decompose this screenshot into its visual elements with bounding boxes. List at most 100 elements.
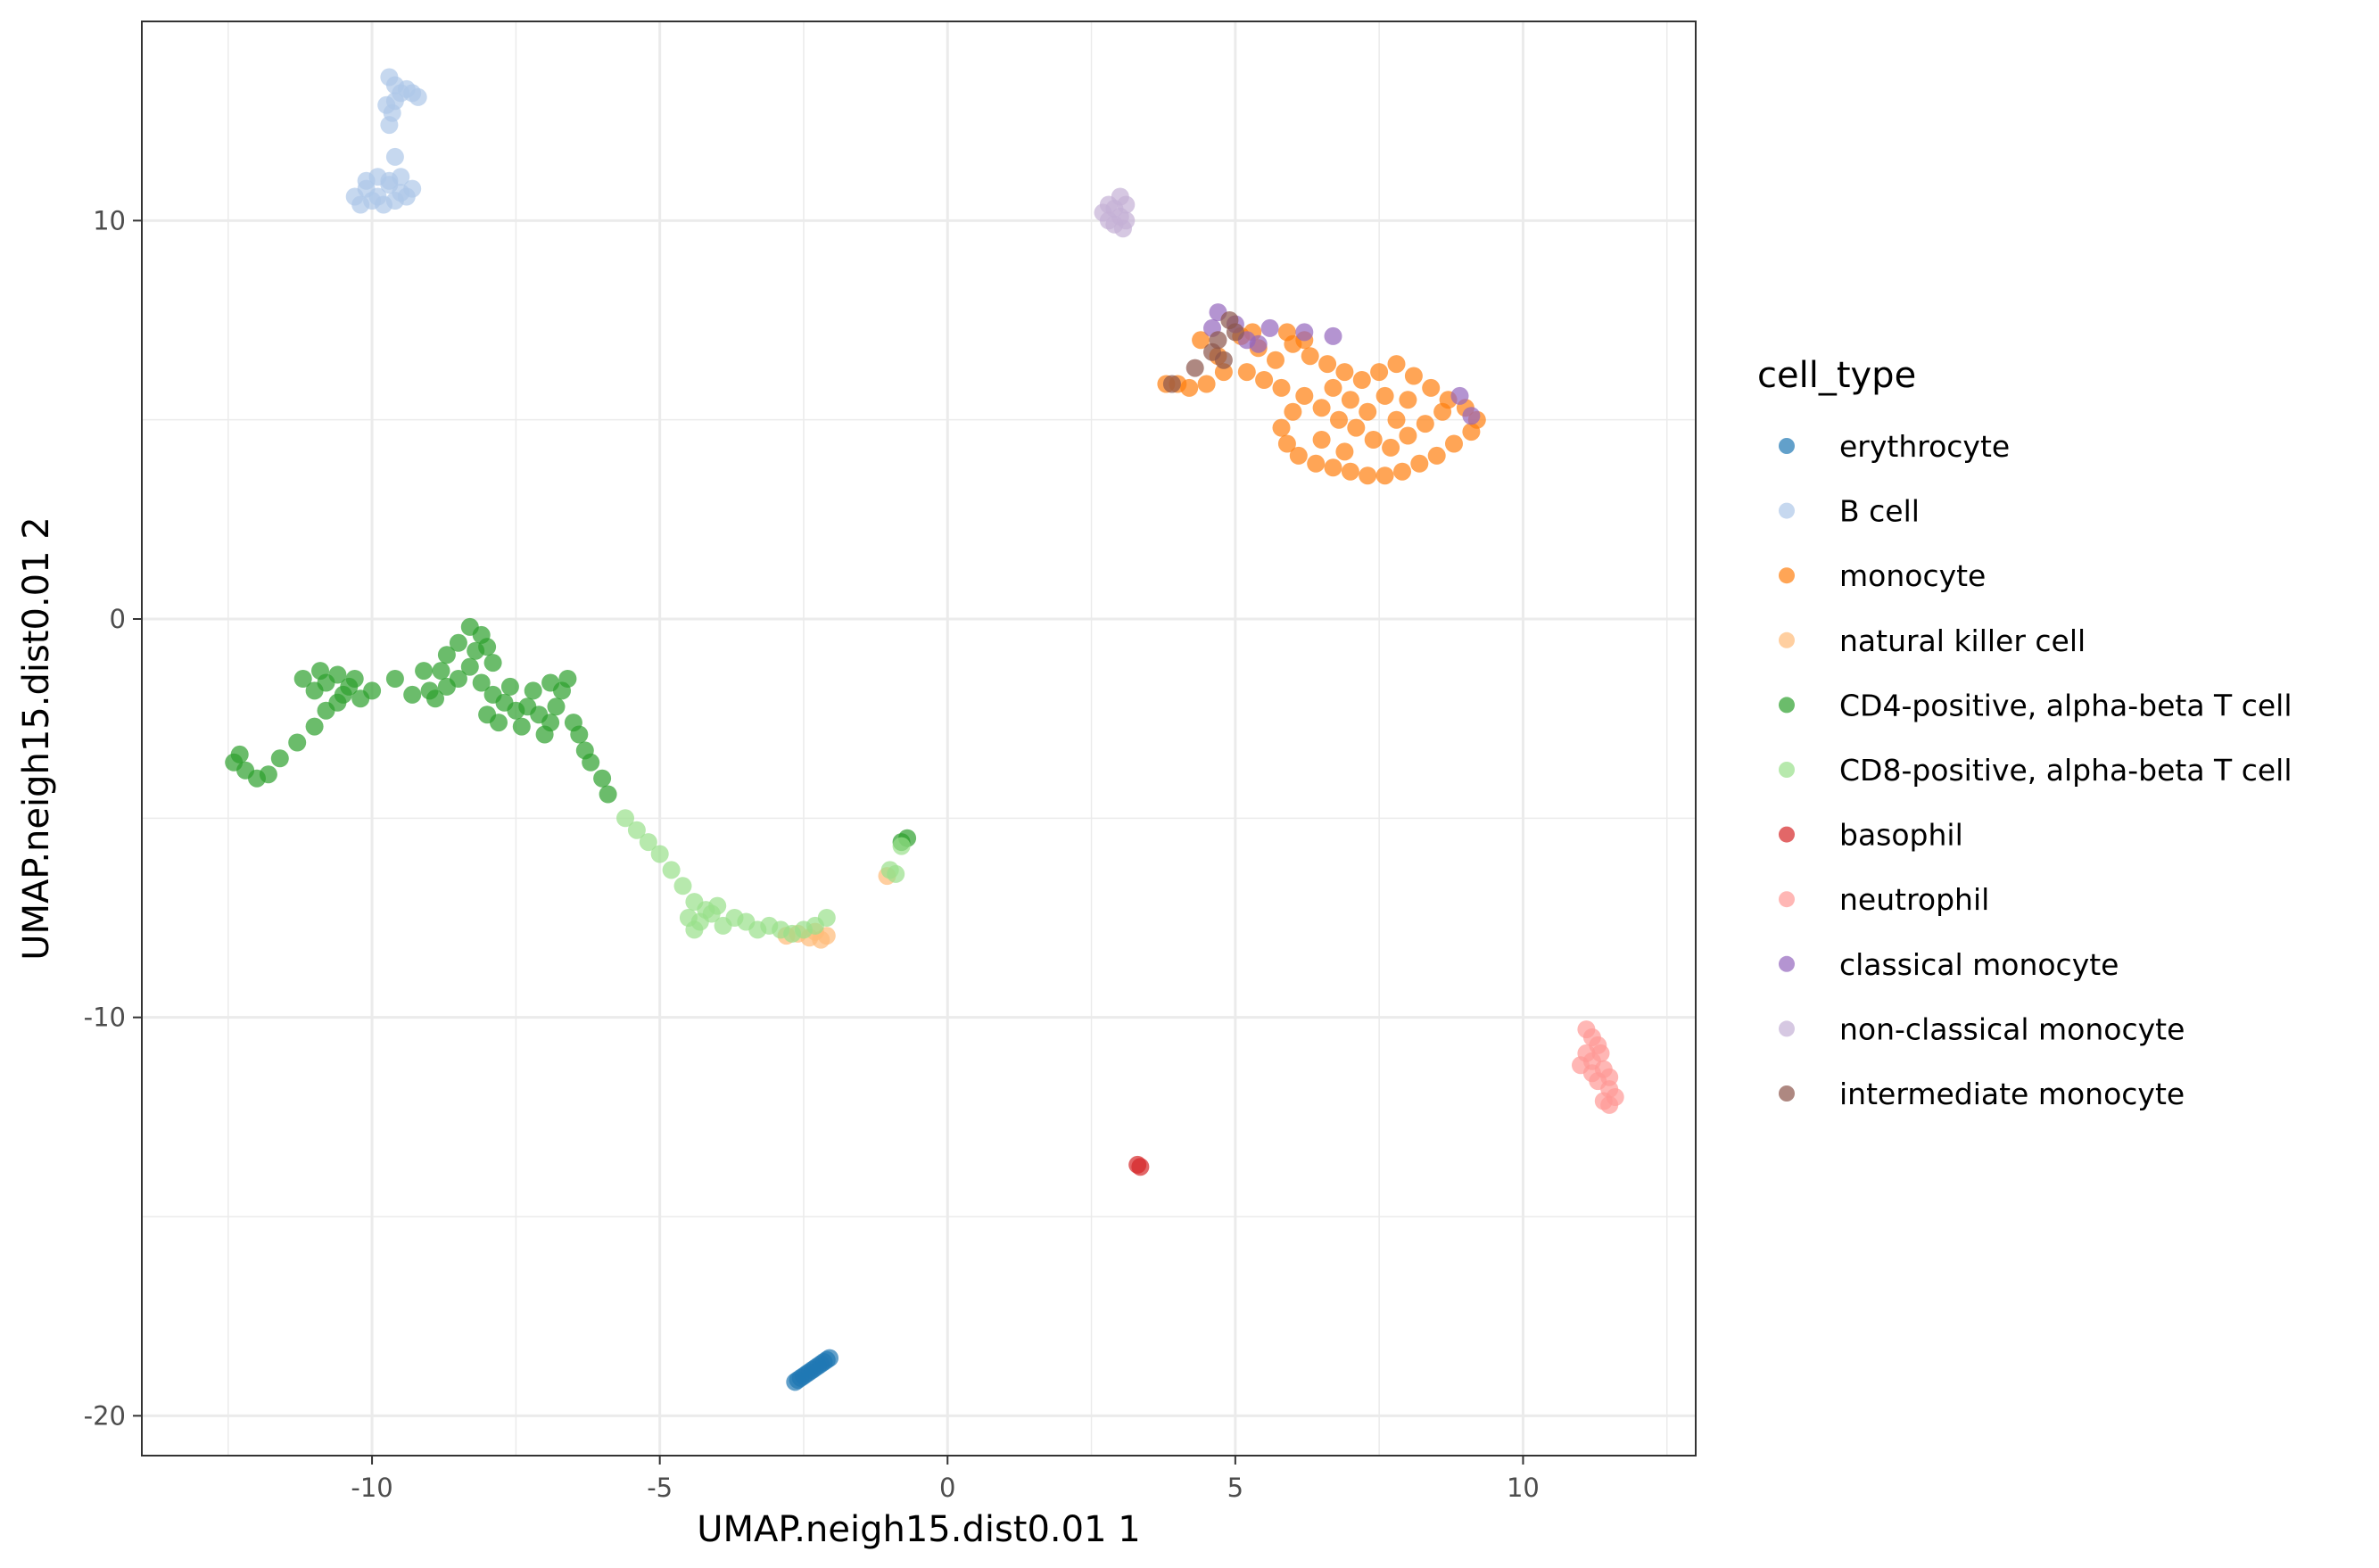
legend-label: erythrocyte [1839, 429, 2010, 464]
scatter-point [627, 821, 646, 839]
scatter-point [1260, 318, 1279, 337]
legend-item: erythrocyte [1779, 429, 2010, 464]
y-tick-label: -10 [84, 1003, 126, 1033]
scatter-point [1131, 1158, 1150, 1176]
scatter-point [1335, 363, 1354, 382]
legend-item: monocyte [1779, 558, 1986, 593]
scatter-point [685, 920, 704, 939]
legend-label: B cell [1839, 494, 1920, 529]
series-cd4-positive-alpha-beta-t-cell [225, 617, 917, 852]
series-basophil [1128, 1155, 1150, 1176]
legend-title: cell_type [1757, 355, 1916, 396]
scatter-point [1445, 434, 1463, 453]
scatter-point [1185, 359, 1204, 377]
y-tick-label: 0 [110, 604, 126, 634]
scatter-point [293, 670, 312, 688]
scatter-point [392, 168, 410, 186]
scatter-point [490, 714, 508, 732]
x-tick-label: 0 [939, 1473, 955, 1503]
scatter-point [1375, 386, 1394, 405]
legend-key [1779, 697, 1795, 714]
scatter-point [558, 670, 577, 688]
scatter-point [1399, 391, 1417, 409]
scatter-point [535, 725, 554, 744]
scatter-point [1382, 438, 1400, 457]
scatter-point [570, 725, 589, 744]
legend-item: B cell [1779, 494, 1920, 529]
scatter-point [1399, 426, 1417, 445]
scatter-point [593, 769, 612, 788]
legend-item: neutrophil [1779, 882, 1989, 917]
scatter-point [880, 861, 899, 879]
scatter-point [1324, 326, 1342, 345]
scatter-point [1364, 431, 1383, 449]
scatter-point [1267, 351, 1284, 369]
scatter-point [1162, 375, 1181, 393]
scatter-point [1393, 462, 1411, 481]
scatter-point [317, 673, 335, 692]
scatter-point [1422, 378, 1441, 397]
scatter-point [582, 753, 600, 772]
scatter-point [432, 662, 450, 681]
scatter-point [541, 673, 560, 692]
scatter-point [1427, 446, 1446, 465]
x-tick-label: -5 [647, 1473, 673, 1503]
scatter-point [1370, 363, 1389, 382]
scatter-point [1433, 402, 1452, 421]
scatter-point [483, 654, 502, 673]
scatter-point [1307, 454, 1326, 473]
scatter-point [288, 733, 307, 752]
legend-key [1779, 631, 1795, 648]
scatter-point [1462, 407, 1481, 425]
axis-ticks: -10 -5 0 5 10 -20 -10 0 10 [84, 205, 1540, 1503]
legend-key [1779, 826, 1795, 843]
legend-label: non-classical monocyte [1839, 1011, 2185, 1046]
legend-item: basophil [1779, 818, 1963, 853]
scatter-point [512, 717, 531, 736]
scatter-point [1277, 434, 1296, 453]
scatter-point [259, 765, 277, 784]
scatter-point [1341, 462, 1359, 481]
scatter-point [817, 909, 836, 927]
scatter-point [1272, 418, 1291, 437]
scatter-point [377, 95, 396, 114]
scatter-point [1359, 402, 1377, 421]
scatter-point [1375, 466, 1394, 485]
scatter-point [1272, 378, 1291, 397]
scatter-point [1214, 351, 1233, 369]
scatter-point [334, 685, 352, 704]
scatter-point [478, 638, 497, 656]
legend-label: classical monocyte [1839, 947, 2119, 982]
scatter-points [225, 68, 1624, 1391]
scatter-point [420, 681, 439, 700]
scatter-point [305, 717, 324, 736]
plot-panel-border [141, 21, 1697, 1457]
scatter-point [1301, 347, 1319, 366]
scatter-point [1387, 355, 1406, 374]
legend-label: monocyte [1839, 558, 1986, 593]
legend-key [1779, 762, 1795, 778]
x-tick-label: 5 [1227, 1473, 1243, 1503]
scatter-point [1192, 331, 1210, 350]
y-tick-label: -20 [84, 1400, 126, 1431]
scatter-point [1450, 386, 1469, 405]
legend-key [1779, 955, 1795, 972]
legend-key [1779, 891, 1795, 908]
scatter-point [524, 681, 542, 700]
series-non-classical-monocyte [1094, 187, 1136, 238]
scatter-point [230, 745, 249, 763]
legend: cell_type erythrocyte B cell monocyte natur… [1757, 355, 2292, 1111]
scatter-point [662, 861, 681, 879]
scatter-point [409, 87, 427, 106]
scatter-point [1341, 391, 1359, 409]
scatter-point [415, 662, 434, 681]
legend-items: erythrocyte B cell monocyte natural killer … [1779, 429, 2292, 1111]
scatter-point [892, 837, 911, 855]
scatter-point [460, 657, 479, 676]
scatter-point [1387, 410, 1406, 429]
scatter-point [1359, 466, 1377, 485]
legend-item: CD8-positive, alpha-beta T cell [1779, 753, 2292, 788]
scatter-point [1114, 219, 1132, 238]
scatter-point [1312, 399, 1331, 417]
scatter-point [1249, 334, 1268, 353]
